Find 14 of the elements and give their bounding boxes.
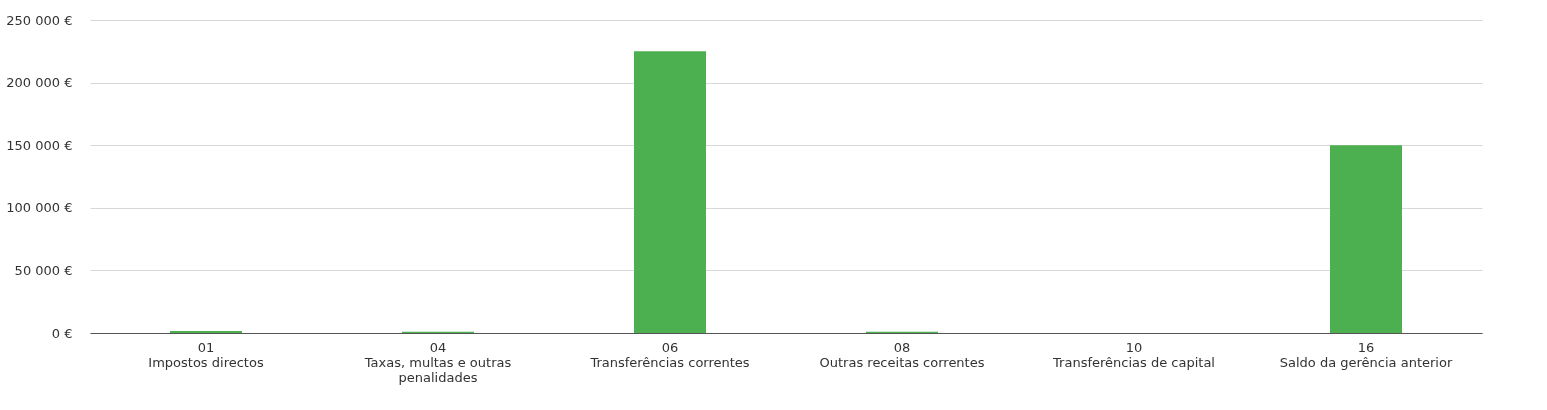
y-tick-label: 50 000 € [14,262,73,278]
y-tick-label: 100 000 € [6,200,73,216]
bar [634,51,706,333]
y-tick-label: 0 € [51,325,73,341]
y-tick-label: 200 000 € [6,75,73,91]
x-tick-label: 10 Transferências de capital [1052,339,1215,370]
x-tick-label: 16 Saldo da gerência anterior [1279,339,1453,370]
bar [1330,145,1402,333]
x-tick-label: 01 Impostos directos [148,339,264,370]
x-tick-label: 06 Transferências correntes [589,339,750,370]
x-tick-label: 08 Outras receitas correntes [819,339,985,370]
x-tick-label: 04 Taxas, multas e outras penalidades [363,339,512,385]
y-tick-label: 250 000 € [6,12,73,28]
y-tick-label: 150 000 € [6,137,73,153]
